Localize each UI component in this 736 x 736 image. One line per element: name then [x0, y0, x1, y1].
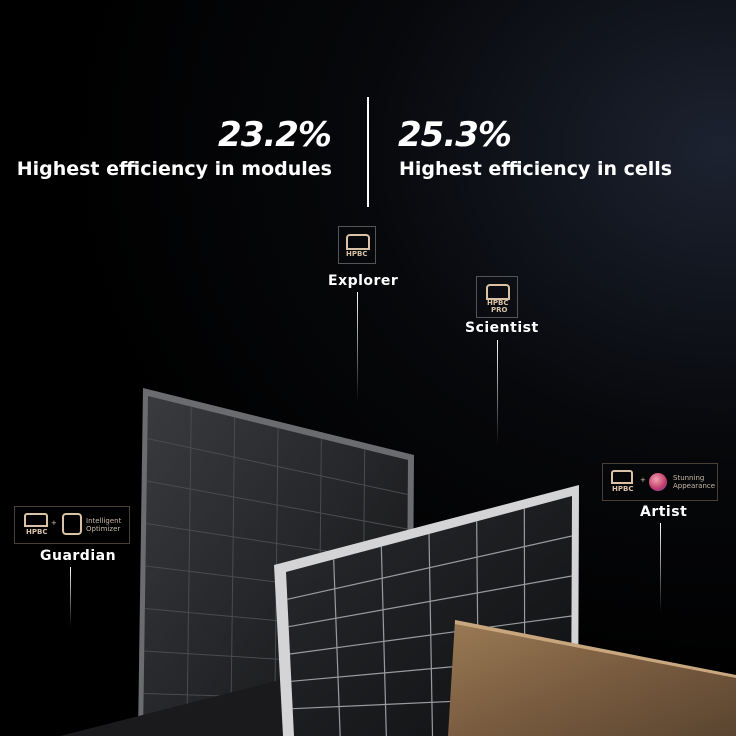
cell-efficiency-caption: Highest efficiency in cells [399, 158, 673, 180]
artist-pointer-line [660, 523, 661, 613]
scientist-badge: HPBC PRO [476, 276, 518, 318]
explorer-pointer-line [357, 292, 358, 402]
artist-label: Artist [640, 504, 688, 520]
optimizer-icon [62, 513, 82, 535]
stats-divider [367, 97, 369, 207]
stunning-appearance-icon [649, 473, 667, 491]
scientist-pointer-line [497, 340, 498, 445]
cell-divider [289, 615, 572, 655]
cell-divider [147, 438, 408, 495]
guardian-panel [60, 680, 290, 736]
scientist-label: Scientist [465, 320, 539, 336]
cell-efficiency-value: 25.3% [398, 115, 512, 155]
guardian-label: Guardian [40, 548, 117, 564]
cell-divider [287, 535, 572, 600]
artist-badge: HPBC + Stunning Appearance [602, 463, 718, 501]
cell-divider [288, 575, 572, 628]
module-efficiency-caption: Highest efficiency in modules [16, 158, 332, 180]
guardian-pointer-line [70, 567, 71, 627]
hpbc-icon [486, 284, 510, 300]
artist-panel [448, 620, 736, 736]
hpbc-icon [611, 470, 633, 484]
hpbc-icon [346, 234, 370, 250]
explorer-label: Explorer [328, 273, 399, 289]
hpbc-icon [24, 513, 48, 527]
explorer-badge: HPBC [338, 226, 376, 264]
guardian-badge: HPBC + Intelligent Optimizer [14, 506, 130, 544]
cell-divider [146, 480, 408, 530]
module-efficiency-value: 23.2% [218, 115, 332, 155]
